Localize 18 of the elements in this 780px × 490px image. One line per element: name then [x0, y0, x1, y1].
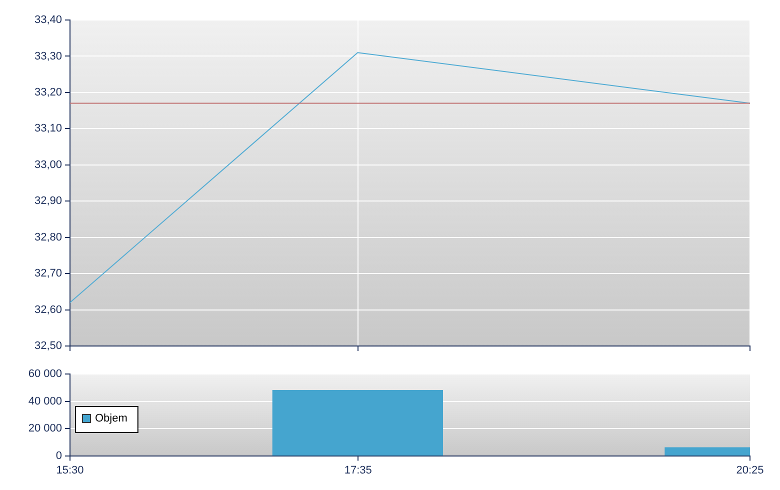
y-tick-label: 32,70 — [34, 268, 62, 280]
y-tick-label: 33,20 — [34, 86, 62, 98]
x-tick-label: 15:30 — [56, 464, 84, 476]
y-tick-label: 32,60 — [34, 304, 62, 316]
y-tick-label: 32,80 — [34, 231, 62, 244]
y-tick-label: 32,50 — [34, 340, 62, 352]
x-tick-label: 17:35 — [344, 464, 372, 476]
y-tick-label: 33,40 — [34, 14, 62, 26]
y-tick-label: 33,30 — [34, 50, 62, 62]
y-tick-label: 33,10 — [34, 122, 62, 135]
x-tick-label: 20:25 — [736, 464, 764, 476]
y-tick-label: 60 000 — [28, 368, 62, 380]
legend-label: Objem — [95, 412, 128, 425]
y-tick-label: 33,00 — [34, 158, 62, 171]
y-tick-label: 20 000 — [28, 422, 62, 435]
y-tick-label: 32,90 — [34, 195, 62, 208]
y-tick-label: 40 000 — [28, 395, 62, 408]
y-tick-label: 0 — [56, 450, 62, 462]
